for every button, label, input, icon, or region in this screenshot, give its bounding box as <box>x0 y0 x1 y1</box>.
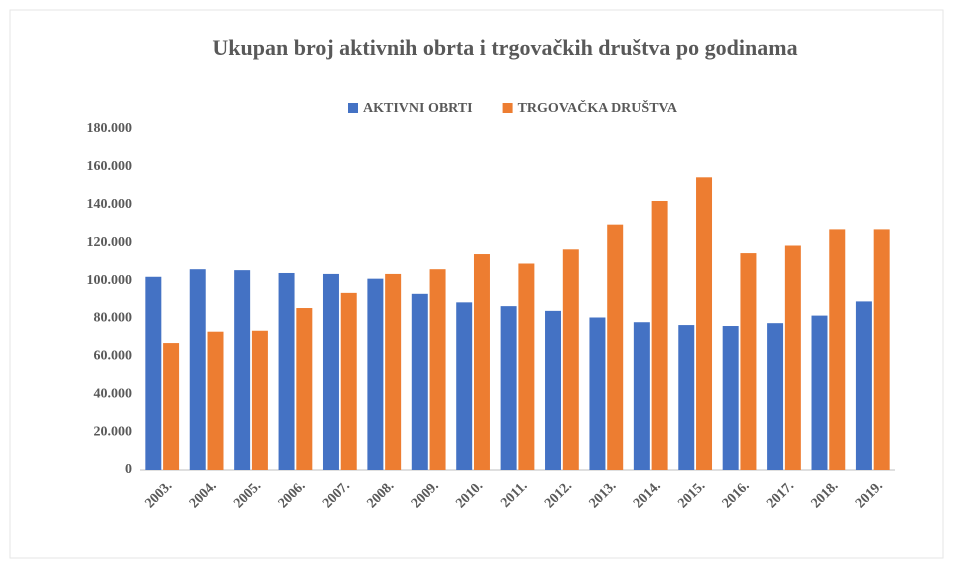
bar <box>234 270 251 470</box>
bar <box>589 317 606 470</box>
bar <box>429 269 446 470</box>
bar <box>607 224 624 470</box>
bar <box>855 301 872 470</box>
bar <box>473 254 490 470</box>
bar <box>562 249 579 470</box>
chart-title: Ukupan broj aktivnih obrta i trgovačkih … <box>212 35 797 60</box>
bar <box>873 229 890 470</box>
y-tick-label: 20.000 <box>94 424 133 439</box>
y-tick-label: 160.000 <box>87 159 133 174</box>
bar <box>278 272 295 470</box>
bar <box>385 273 402 470</box>
y-tick-label: 0 <box>125 462 132 477</box>
bar <box>518 263 535 470</box>
legend-swatch <box>502 103 513 113</box>
y-tick-label: 60.000 <box>94 349 133 364</box>
bar <box>740 253 757 470</box>
bar <box>767 323 784 470</box>
y-tick-label: 140.000 <box>87 197 133 212</box>
y-tick-label: 100.000 <box>87 273 133 288</box>
bar <box>811 315 828 470</box>
bar <box>784 245 801 470</box>
bar <box>829 229 846 470</box>
bar <box>340 292 357 470</box>
y-tick-label: 180.000 <box>87 121 133 136</box>
bar <box>145 276 162 470</box>
bar <box>500 306 517 470</box>
bar <box>251 330 268 470</box>
legend-label: AKTIVNI OBRTI <box>363 101 473 116</box>
y-tick-label: 80.000 <box>94 311 133 326</box>
bar <box>696 177 713 470</box>
bar <box>367 278 384 470</box>
legend-label: TRGOVAČKA DRUŠTVA <box>518 99 678 116</box>
bar <box>296 308 313 470</box>
bar <box>633 322 650 470</box>
bar <box>322 273 339 470</box>
bar <box>207 331 224 470</box>
bar <box>189 269 206 470</box>
bar <box>722 326 739 470</box>
y-tick-label: 120.000 <box>87 235 133 250</box>
bar <box>163 343 180 470</box>
bar <box>678 325 695 470</box>
bar <box>456 302 473 470</box>
bar <box>545 310 562 470</box>
bar <box>411 293 428 470</box>
y-tick-label: 40.000 <box>94 386 133 401</box>
legend-swatch <box>348 103 358 113</box>
bar <box>651 200 668 470</box>
